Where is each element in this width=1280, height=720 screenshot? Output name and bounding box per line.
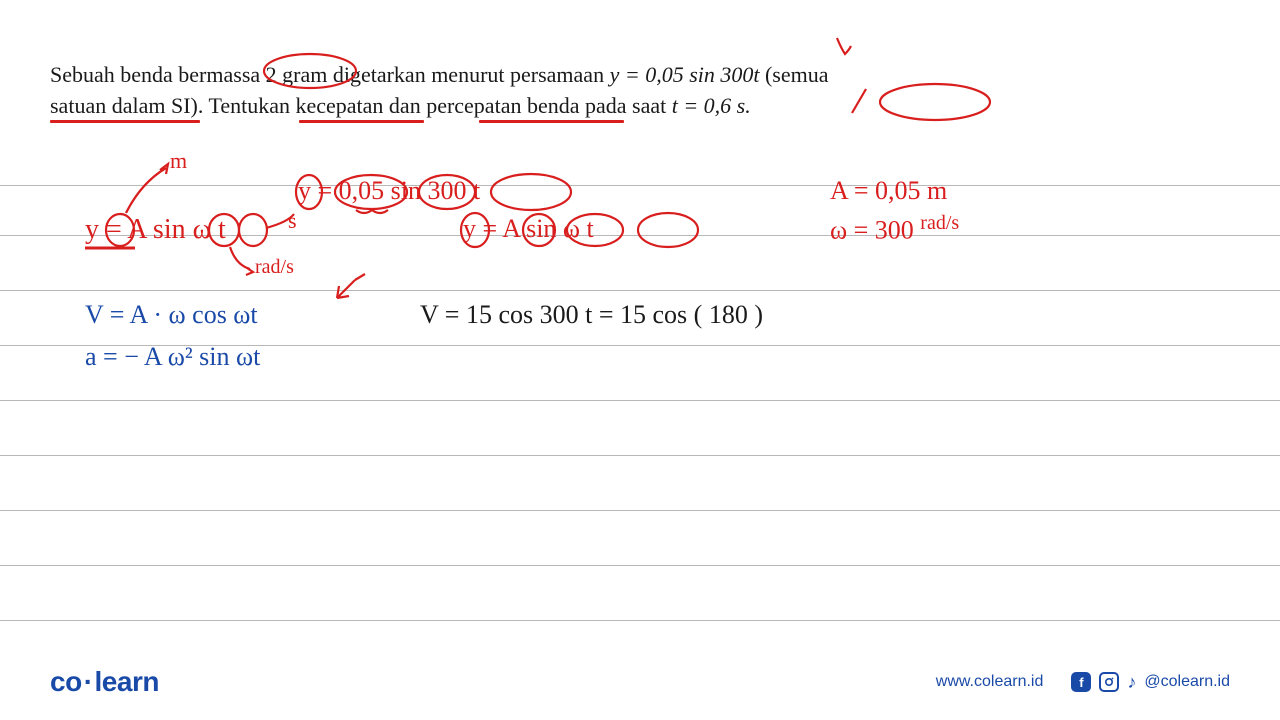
hw-y-eq-left: y = A sin ω t [85, 214, 226, 246]
hw-omega-num: ω = 300 [830, 216, 914, 245]
problem-equation-1: y = 0,05 sin 300t [610, 62, 760, 87]
problem-statement: Sebuah benda bermassa 2 gram digetarkan … [50, 60, 1230, 122]
underline-mark [299, 120, 424, 123]
rule-line [0, 455, 1280, 456]
underline-mark [479, 120, 624, 123]
page-root: Sebuah benda bermassa 2 gram digetarkan … [0, 0, 1280, 720]
rule-line [0, 510, 1280, 511]
hw-v-calc: V = 15 cos 300 t = 15 cos ( 180 ) [420, 300, 763, 330]
tiktok-icon[interactable]: ♪ [1127, 672, 1136, 693]
problem-equation-2: t = 0,6 s. [672, 93, 751, 118]
rule-line [0, 620, 1280, 621]
instagram-icon[interactable] [1099, 672, 1119, 692]
hw-a-formula: a = − A ω² sin ωt [85, 342, 260, 372]
footer: co·learn www.colearn.id f ♪ @colearn.id [0, 662, 1280, 702]
footer-right: www.colearn.id f ♪ @colearn.id [936, 672, 1230, 693]
hw-A-value: A = 0,05 m [830, 176, 947, 206]
hw-rads-label: rad/s [255, 256, 294, 279]
underline-mark [50, 120, 200, 123]
social-icons: f ♪ @colearn.id [1071, 672, 1230, 693]
hw-m-label: m [170, 148, 187, 174]
footer-url[interactable]: www.colearn.id [936, 673, 1044, 691]
problem-text-1b: (semua [759, 62, 828, 87]
hw-y-eq-right: y = A sin ω t [463, 214, 594, 244]
rule-line [0, 565, 1280, 566]
problem-text-1a: Sebuah benda bermassa 2 gram digetarkan … [50, 62, 610, 87]
hw-s-label: s [288, 208, 297, 234]
logo-dot: · [82, 666, 95, 697]
rule-line [0, 400, 1280, 401]
brand-logo: co·learn [50, 666, 159, 698]
hw-v-formula: V = A · ω cos ωt [85, 300, 258, 330]
logo-part2: learn [95, 666, 159, 697]
problem-text-2a: satuan dalam SI). Tentukan kecepatan dan… [50, 93, 672, 118]
rule-line [0, 290, 1280, 291]
hw-y-numeric: y = 0,05 sin 300 t [298, 176, 480, 206]
social-handle[interactable]: @colearn.id [1144, 673, 1230, 691]
hw-omega-unit: rad/s [920, 212, 959, 234]
logo-part1: co [50, 666, 82, 697]
rule-line [0, 185, 1280, 186]
facebook-icon[interactable]: f [1071, 672, 1091, 692]
hw-omega-value: ω = 300 rad/s [830, 212, 959, 246]
